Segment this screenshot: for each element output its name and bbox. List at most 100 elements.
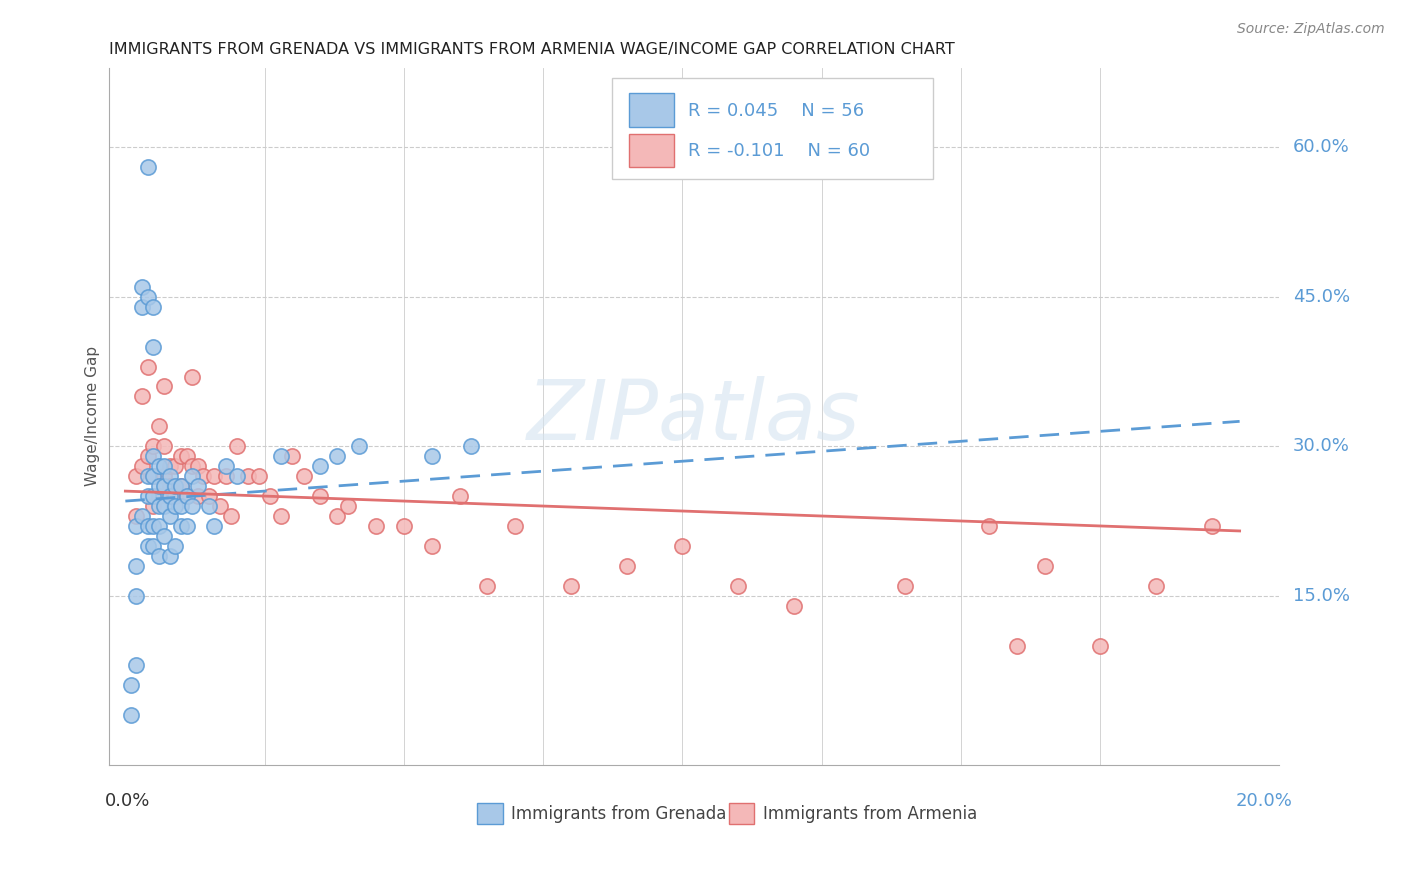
Point	[159, 489, 181, 503]
Point	[727, 579, 749, 593]
Point	[142, 449, 165, 463]
Point	[219, 508, 242, 523]
Point	[460, 439, 482, 453]
Point	[270, 449, 292, 463]
Point	[364, 519, 387, 533]
Point	[153, 439, 176, 453]
Point	[894, 579, 917, 593]
Point	[187, 489, 209, 503]
Point	[159, 549, 181, 563]
Point	[236, 469, 259, 483]
Point	[136, 161, 159, 175]
Point	[142, 489, 165, 503]
Point	[176, 489, 198, 503]
Point	[125, 519, 148, 533]
Point	[281, 449, 304, 463]
Bar	[630, 94, 673, 127]
Text: Immigrants from Armenia: Immigrants from Armenia	[762, 805, 977, 823]
Point	[181, 469, 204, 483]
Point	[131, 508, 153, 523]
Point	[176, 449, 198, 463]
Point	[1090, 639, 1112, 653]
Point	[148, 479, 170, 493]
Point	[326, 508, 349, 523]
Text: Immigrants from Grenada: Immigrants from Grenada	[512, 805, 727, 823]
Point	[136, 489, 159, 503]
Text: IMMIGRANTS FROM GRENADA VS IMMIGRANTS FROM ARMENIA WAGE/INCOME GAP CORRELATION C: IMMIGRANTS FROM GRENADA VS IMMIGRANTS FR…	[108, 42, 955, 57]
Point	[292, 469, 315, 483]
Point	[159, 459, 181, 474]
Text: ZIPatlas: ZIPatlas	[527, 376, 860, 457]
Bar	[630, 134, 673, 168]
Point	[170, 519, 193, 533]
Point	[349, 439, 371, 453]
Point	[337, 499, 360, 513]
Point	[165, 539, 187, 553]
Text: 20.0%: 20.0%	[1236, 791, 1292, 810]
Point	[136, 290, 159, 304]
Point	[309, 489, 332, 503]
Point	[148, 489, 170, 503]
Point	[142, 340, 165, 354]
Text: R = -0.101    N = 60: R = -0.101 N = 60	[688, 143, 870, 161]
Text: Source: ZipAtlas.com: Source: ZipAtlas.com	[1237, 22, 1385, 37]
Point	[1033, 558, 1056, 573]
Point	[170, 479, 193, 493]
Point	[153, 459, 176, 474]
Point	[159, 479, 181, 493]
Point	[131, 280, 153, 294]
Point	[209, 499, 232, 513]
Point	[136, 359, 159, 374]
Point	[125, 558, 148, 573]
Point	[1005, 639, 1028, 653]
Point	[142, 499, 165, 513]
Point	[125, 469, 148, 483]
Point	[125, 508, 148, 523]
Point	[153, 529, 176, 543]
Point	[165, 459, 187, 474]
Point	[783, 599, 806, 613]
Point	[204, 519, 226, 533]
Point	[125, 589, 148, 603]
Point	[198, 499, 221, 513]
Point	[148, 459, 170, 474]
Point	[170, 499, 193, 513]
Point	[181, 499, 204, 513]
Point	[198, 489, 221, 503]
Point	[159, 469, 181, 483]
Point	[142, 519, 165, 533]
Point	[214, 459, 236, 474]
Point	[142, 469, 165, 483]
Point	[505, 519, 527, 533]
Point	[449, 489, 471, 503]
Point	[136, 469, 159, 483]
Point	[176, 519, 198, 533]
Point	[1144, 579, 1167, 593]
Point	[142, 539, 165, 553]
Point	[120, 678, 142, 692]
Point	[420, 449, 443, 463]
Bar	[477, 804, 503, 824]
Point	[153, 379, 176, 393]
Point	[165, 479, 187, 493]
Point	[181, 369, 204, 384]
Point	[142, 300, 165, 314]
Point	[270, 508, 292, 523]
FancyBboxPatch shape	[612, 78, 934, 179]
Point	[136, 539, 159, 553]
Point	[142, 469, 165, 483]
Point	[977, 519, 1000, 533]
Point	[204, 469, 226, 483]
Point	[392, 519, 415, 533]
Point	[142, 439, 165, 453]
Text: 45.0%: 45.0%	[1292, 288, 1350, 306]
Point	[131, 459, 153, 474]
Point	[420, 539, 443, 553]
Point	[247, 469, 270, 483]
Point	[165, 489, 187, 503]
Text: 60.0%: 60.0%	[1292, 138, 1350, 156]
Text: R = 0.045    N = 56: R = 0.045 N = 56	[688, 102, 863, 120]
Point	[309, 459, 332, 474]
Point	[1201, 519, 1223, 533]
Point	[170, 449, 193, 463]
